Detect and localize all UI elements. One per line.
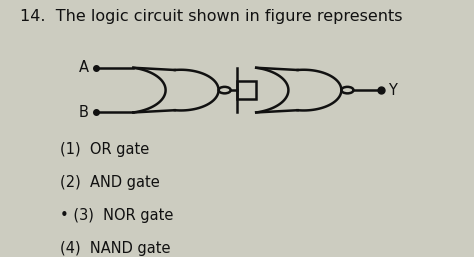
Text: (4)  NAND gate: (4) NAND gate (60, 241, 170, 256)
Text: • (3)  NOR gate: • (3) NOR gate (60, 208, 173, 223)
Text: B: B (79, 105, 89, 120)
Bar (237, 81, 256, 99)
Text: 14.  The logic circuit shown in figure represents: 14. The logic circuit shown in figure re… (20, 9, 403, 24)
Text: (2)  AND gate: (2) AND gate (60, 175, 160, 190)
Text: Y: Y (388, 82, 397, 98)
Text: A: A (79, 60, 89, 75)
Text: (1)  OR gate: (1) OR gate (60, 142, 149, 157)
